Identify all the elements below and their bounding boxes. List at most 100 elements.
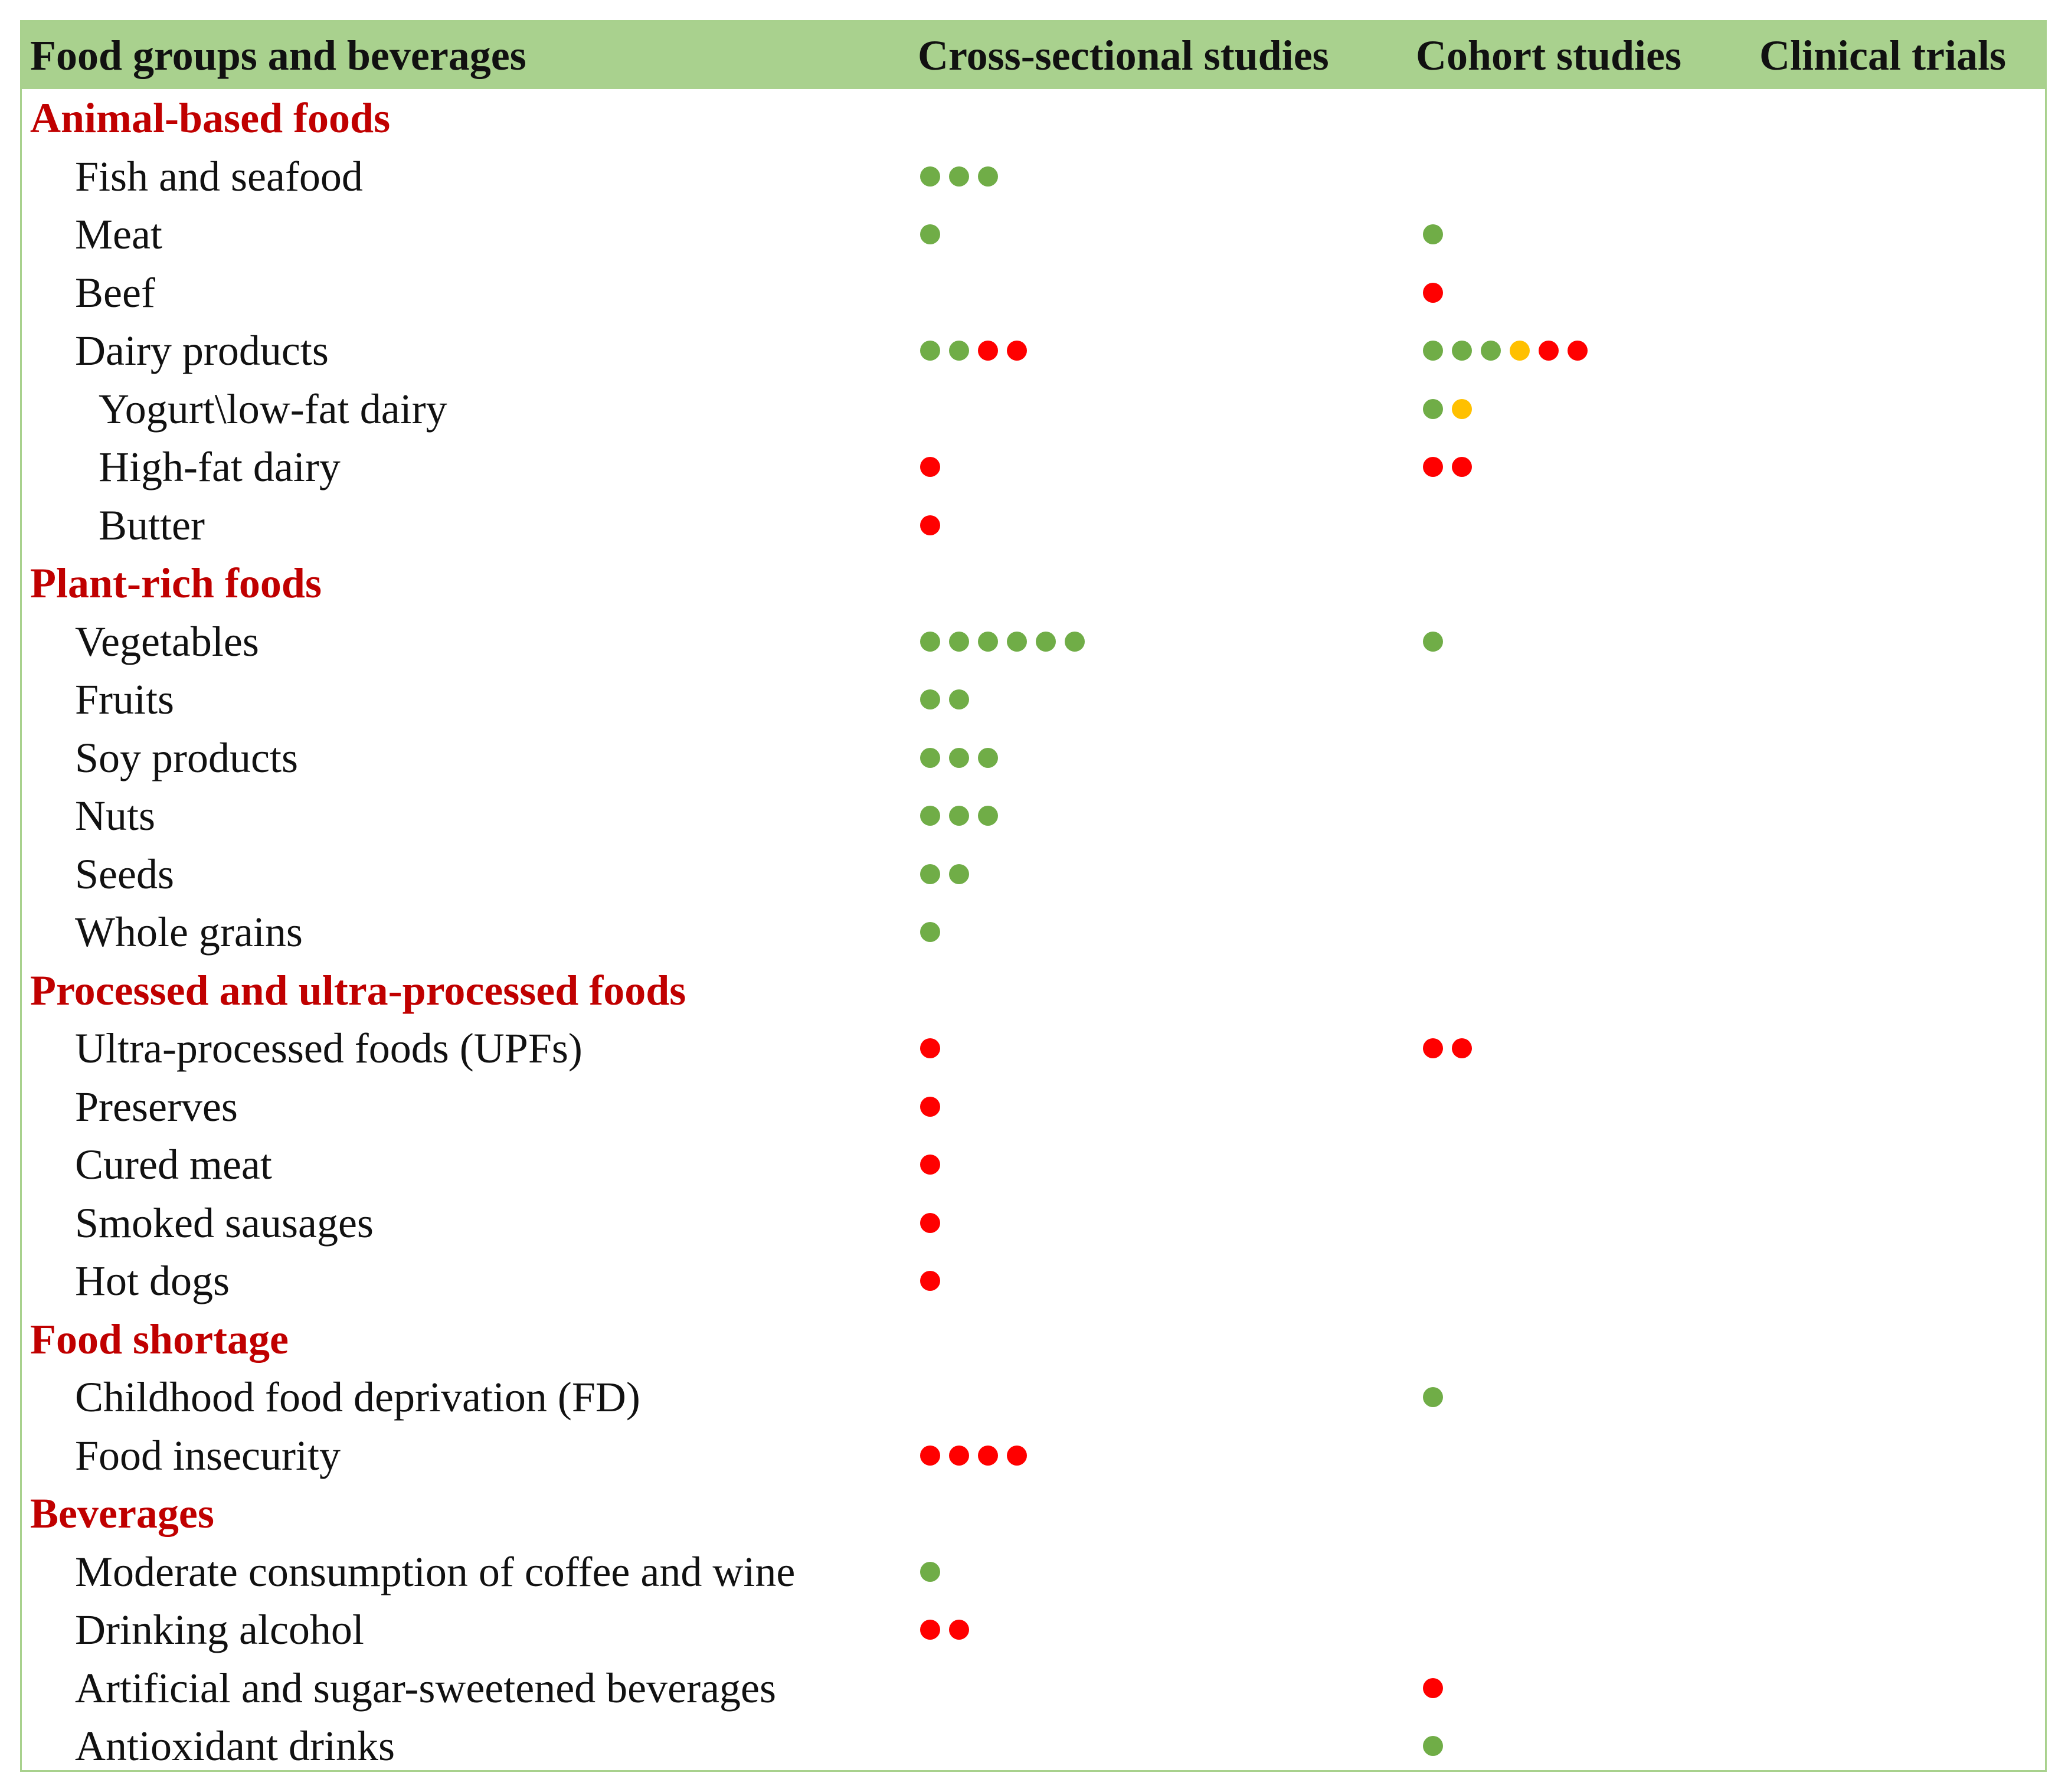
table-row: Whole grains [22,903,2045,961]
green-dot [949,864,969,884]
cohort-evidence-dots [1423,1019,1472,1077]
table-row: Yogurt\low-fat dairy [22,380,2045,438]
cross-evidence-dots [920,1136,940,1193]
table-row: Antioxidant drinks [22,1717,2045,1775]
table-row: Cured meat [22,1136,2045,1193]
row-label: Yogurt\low-fat dairy [99,385,447,433]
green-dot [920,224,940,244]
red-dot [1423,457,1443,477]
green-dot [978,747,998,768]
red-dot [1452,1038,1472,1058]
yellow-dot [1452,398,1472,419]
red-dot [1007,341,1027,361]
row-label: Whole grains [75,908,303,956]
red-dot [920,1155,940,1175]
table-row: Dairy products [22,322,2045,380]
header-clinical-trials: Clinical trials [1759,32,2006,79]
section-row: Beverages [22,1484,2045,1542]
table-row: Artificial and sugar-sweetened beverages [22,1659,2045,1717]
red-dot [1423,1677,1443,1698]
red-dot [920,1620,940,1640]
table-row: Fruits [22,671,2045,728]
row-label: Ultra-processed foods (UPFs) [75,1025,583,1072]
cohort-evidence-dots [1423,322,1588,380]
green-dot [949,689,969,709]
table-row: Fish and seafood [22,148,2045,205]
table-row: Meat [22,205,2045,263]
green-dot [1065,631,1085,652]
green-dot [949,806,969,826]
cohort-evidence-dots [1423,613,1443,671]
section-label: Processed and ultra-processed foods [30,966,686,1014]
cohort-evidence-dots [1423,205,1443,263]
cohort-evidence-dots [1423,1368,1443,1426]
row-label: Artificial and sugar-sweetened beverages [75,1664,776,1712]
table-row: Ultra-processed foods (UPFs) [22,1019,2045,1077]
row-label: Cured meat [75,1141,272,1188]
row-label: Seeds [75,850,174,898]
row-label: Preserves [75,1083,238,1130]
green-dot [920,166,940,187]
red-dot [1007,1445,1027,1466]
green-dot [1423,631,1443,652]
red-dot [920,1212,940,1233]
row-label: Soy products [75,734,298,781]
row-label: Moderate consumption of coffee and wine [75,1548,796,1595]
header-cross-sectional: Cross-sectional studies [918,32,1329,79]
cohort-evidence-dots [1423,264,1443,322]
section-row: Processed and ultra-processed foods [22,962,2045,1019]
table-row: Butter [22,496,2045,554]
header-cohort: Cohort studies [1416,32,1682,79]
cross-evidence-dots [920,1427,1027,1484]
green-dot [920,864,940,884]
green-dot [920,631,940,652]
header-food-groups: Food groups and beverages [30,32,526,79]
row-label: Food insecurity [75,1431,341,1479]
table-row: Childhood food deprivation (FD) [22,1368,2045,1426]
row-label: Beef [75,269,155,316]
section-label: Beverages [30,1490,214,1537]
green-dot [920,341,940,361]
green-dot [920,806,940,826]
cross-evidence-dots [920,1543,940,1601]
cohort-evidence-dots [1423,1717,1443,1775]
green-dot [978,631,998,652]
row-label: Antioxidant drinks [75,1722,395,1770]
cross-evidence-dots [920,729,998,787]
green-dot [978,166,998,187]
red-dot [920,1038,940,1058]
cross-evidence-dots [920,903,940,961]
row-label: Fruits [75,676,175,723]
table-row: Preserves [22,1078,2045,1136]
green-dot [1423,1387,1443,1407]
green-dot [1007,631,1027,652]
cross-evidence-dots [920,1078,940,1136]
cohort-evidence-dots [1423,1659,1443,1717]
row-label: Meat [75,211,162,258]
row-label: Fish and seafood [75,152,363,200]
table-row: Moderate consumption of coffee and wine [22,1543,2045,1601]
table-header: Food groups and beverages Cross-sectiona… [22,22,2045,89]
green-dot [1452,341,1472,361]
cross-evidence-dots [920,1252,940,1310]
red-dot [920,457,940,477]
green-dot [949,341,969,361]
green-dot [1423,341,1443,361]
red-dot [1568,341,1588,361]
cross-evidence-dots [920,1601,969,1659]
red-dot [920,1445,940,1466]
green-dot [1423,398,1443,419]
green-dot [1423,1736,1443,1756]
table-row: Nuts [22,787,2045,845]
cross-evidence-dots [920,845,969,903]
cross-evidence-dots [920,1194,940,1252]
section-row: Food shortage [22,1310,2045,1368]
section-label: Food shortage [30,1315,289,1363]
table-row: Seeds [22,845,2045,903]
row-label: Butter [99,501,205,549]
row-label: Vegetables [75,617,259,665]
cohort-evidence-dots [1423,380,1472,438]
cross-evidence-dots [920,671,969,728]
cross-evidence-dots [920,438,940,496]
section-row: Plant-rich foods [22,554,2045,612]
